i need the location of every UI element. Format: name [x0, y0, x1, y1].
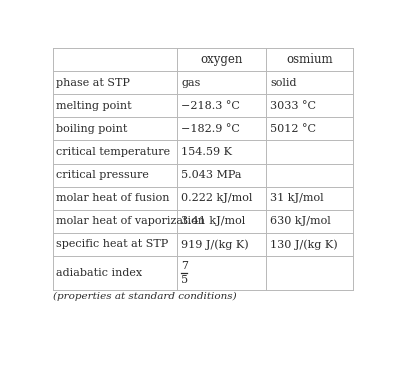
Text: solid: solid	[270, 78, 297, 88]
Text: 31 kJ/mol: 31 kJ/mol	[270, 193, 324, 203]
Text: critical pressure: critical pressure	[57, 170, 149, 180]
Text: 0.222 kJ/mol: 0.222 kJ/mol	[181, 193, 253, 203]
Text: gas: gas	[181, 78, 201, 88]
Text: adiabatic index: adiabatic index	[57, 268, 143, 278]
Text: 630 kJ/mol: 630 kJ/mol	[270, 216, 331, 226]
Text: osmium: osmium	[286, 53, 333, 66]
Text: molar heat of fusion: molar heat of fusion	[57, 193, 170, 203]
Text: 3.41 kJ/mol: 3.41 kJ/mol	[181, 216, 246, 226]
Text: 3033 °C: 3033 °C	[270, 101, 316, 111]
Text: oxygen: oxygen	[200, 53, 243, 66]
Text: −218.3 °C: −218.3 °C	[181, 101, 240, 111]
Text: specific heat at STP: specific heat at STP	[57, 239, 169, 249]
Text: 5012 °C: 5012 °C	[270, 124, 316, 134]
Text: 130 J/(kg K): 130 J/(kg K)	[270, 239, 338, 250]
Text: phase at STP: phase at STP	[57, 78, 130, 88]
Text: critical temperature: critical temperature	[57, 147, 171, 157]
Text: molar heat of vaporization: molar heat of vaporization	[57, 216, 206, 226]
Text: (properties at standard conditions): (properties at standard conditions)	[53, 292, 236, 301]
Text: melting point: melting point	[57, 101, 132, 111]
Text: 919 J/(kg K): 919 J/(kg K)	[181, 239, 249, 250]
Text: 5.043 MPa: 5.043 MPa	[181, 170, 242, 180]
Text: 154.59 K: 154.59 K	[181, 147, 232, 157]
Text: boiling point: boiling point	[57, 124, 128, 134]
Text: 7: 7	[181, 261, 188, 271]
Text: −182.9 °C: −182.9 °C	[181, 124, 240, 134]
Text: 5: 5	[181, 275, 188, 285]
